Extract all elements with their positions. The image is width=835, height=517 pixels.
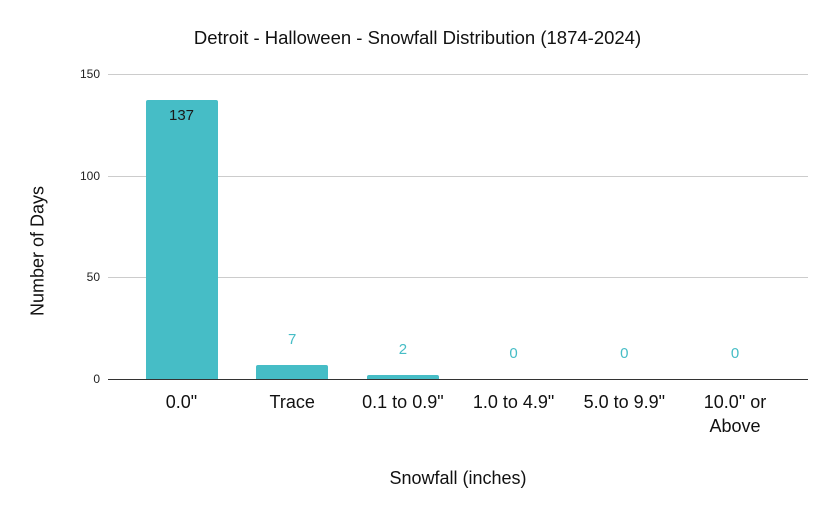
x-tick-label: 0.0" <box>165 392 198 412</box>
x-axis-label: Snowfall (inches) <box>389 468 527 488</box>
y-axis-label: Number of Days <box>27 185 48 317</box>
data-label: 7 <box>288 330 297 348</box>
data-label: 0 <box>730 345 740 362</box>
gridline <box>108 74 808 75</box>
y-tick-label: 150 <box>79 67 100 81</box>
y-tick-label: 50 <box>86 270 100 285</box>
data-label: 0 <box>620 345 629 362</box>
y-tick-label: 100 <box>79 168 100 183</box>
data-label: 137 <box>168 107 195 125</box>
chart-title: Detroit - Halloween - Snowfall Distribut… <box>193 27 642 48</box>
plot-area: 137 7 2 0 0 0 <box>108 74 808 380</box>
x-tick-label: 1.0 to 4.9" <box>472 392 555 412</box>
bar[interactable] <box>145 100 218 379</box>
x-tick-label: 5.0 to 9.9" <box>583 392 666 412</box>
x-axis-baseline <box>108 378 808 380</box>
x-tick-label: 10.0" or Above <box>703 392 767 436</box>
y-tick-label: 0 <box>93 372 100 386</box>
bar[interactable] <box>256 364 329 379</box>
x-tick-label: 0.1 to 0.9" <box>362 392 444 412</box>
x-tick-label: Trace <box>269 392 315 412</box>
gridline <box>108 277 808 279</box>
data-label: 2 <box>398 340 408 358</box>
bar[interactable] <box>366 374 439 379</box>
data-label: 0 <box>509 345 518 362</box>
gridline <box>108 175 808 177</box>
